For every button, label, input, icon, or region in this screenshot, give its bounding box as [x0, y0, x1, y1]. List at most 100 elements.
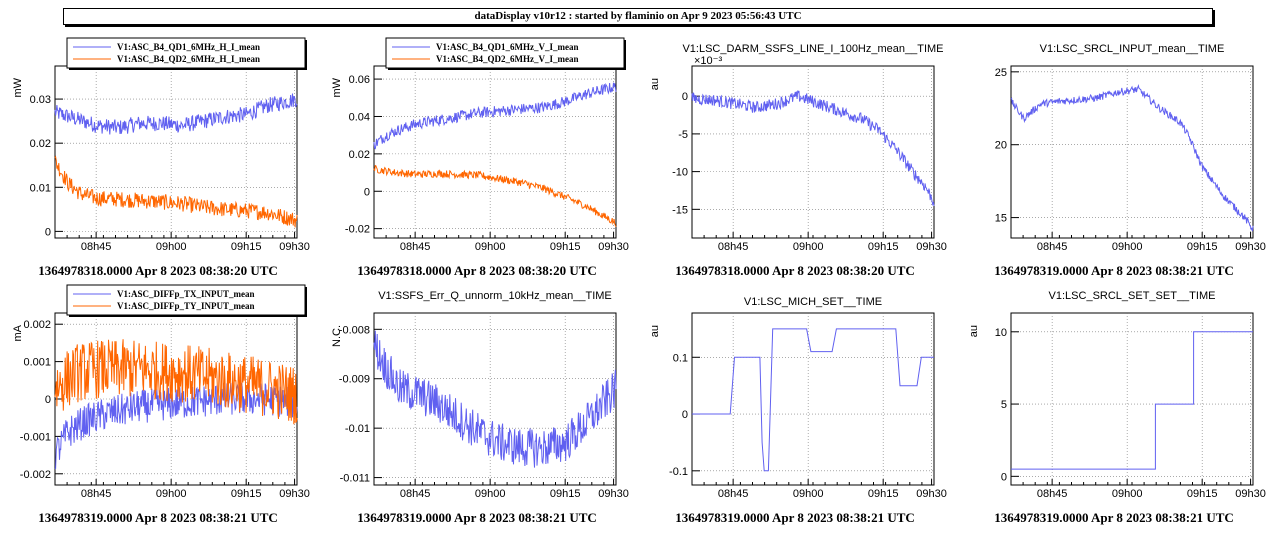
y-tick-label: 5: [1001, 399, 1007, 411]
chart-4: 08h45 09h00 09h15 09h30 15 20 25 V1:LSC_SRCL_IN…: [994, 43, 1266, 278]
y-tick-label: 10: [995, 327, 1007, 339]
y-tick-label: 0.002: [23, 319, 51, 331]
series-line-1: [1011, 331, 1253, 470]
y-exponent-label: ×10⁻³: [694, 55, 722, 67]
x-tick-label: 09h30: [598, 241, 629, 253]
x-tick-label: 09h15: [550, 241, 581, 253]
y-tick-label: 0.04: [349, 111, 370, 123]
y-tick-label: 15: [995, 213, 1007, 225]
y-tick-label: 0.06: [349, 74, 370, 86]
y-tick-label: -0.008: [339, 324, 370, 336]
series-line-1: [1010, 84, 1254, 232]
y-axis-label: mA: [12, 324, 24, 341]
timestamp-caption: 1364978319.0000 Apr 8 2023 08:38:21 UTC: [38, 510, 278, 525]
x-tick-label: 09h15: [231, 241, 262, 253]
y-tick-label: 0.01: [30, 182, 51, 194]
legend-label: V1:ASC_B4_QD1_6MHz_H_I_mean: [117, 42, 260, 52]
y-tick-label: 20: [995, 140, 1007, 152]
y-tick-label: -0.009: [339, 374, 370, 386]
series-line-1: [373, 82, 617, 150]
x-tick-label: 09h00: [1112, 488, 1143, 500]
y-tick-label: 0: [682, 91, 688, 103]
legend-label: V1:ASC_B4_QD1_6MHz_V_I_mean: [436, 42, 579, 52]
legend-label: V1:ASC_DIFFp_TX_INPUT_mean: [117, 289, 255, 299]
y-tick-label: -15: [672, 204, 688, 216]
chart-title: V1:LSC_SRCL_SET_SET__TIME: [1049, 290, 1216, 302]
chart-3: 08h45 09h00 09h15 09h30 0 -5 -10 -15 au ×10⁻³V1:L…: [649, 43, 947, 278]
x-tick-label: 09h15: [231, 488, 262, 500]
y-tick-label: -0.011: [340, 473, 370, 485]
y-axis-label: au: [649, 325, 661, 337]
y-axis-label: au: [649, 78, 661, 90]
x-tick-label: 09h00: [156, 488, 187, 500]
y-tick-label: 0: [364, 186, 370, 198]
x-tick-label: 08h45: [718, 488, 749, 500]
timestamp-caption: 1364978319.0000 Apr 8 2023 08:38:21 UTC: [357, 510, 597, 525]
chart-7: 08h45 09h00 09h15 09h30 -0.1 0 0.1 au V1:LSC_MIC…: [649, 296, 947, 525]
x-tick-label: 09h30: [916, 488, 947, 500]
x-tick-label: 09h00: [1112, 241, 1143, 253]
legend-box: [66, 284, 306, 316]
chart-6: 08h45 09h00 09h15 09h30 -0.008 -0.009 -0.01 -0.…: [331, 290, 629, 525]
legend-label: V1:ASC_DIFFp_TY_INPUT_mean: [117, 301, 255, 311]
x-tick-label: 09h00: [156, 241, 187, 253]
chart-5: 08h45 09h00 09h15 09h30 -0.002 -0.001 0 0.001 0.…: [12, 284, 310, 525]
x-tick-label: 09h00: [475, 488, 506, 500]
x-tick-label: 08h45: [718, 241, 749, 253]
y-tick-label: -0.1: [669, 466, 688, 478]
y-axis-label: au: [968, 325, 980, 337]
y-tick-label: 0: [682, 409, 688, 421]
plot-frame: [1010, 312, 1254, 486]
y-tick-label: 0: [45, 226, 51, 238]
x-tick-label: 09h15: [1187, 488, 1218, 500]
y-tick-label: 0: [45, 394, 51, 406]
chart-1: 08h45 09h00 09h15 09h30 0 0.01 0.02 0.03 mW V1:AS…: [12, 37, 310, 278]
x-tick-label: 09h30: [279, 488, 310, 500]
x-tick-label: 08h45: [1037, 488, 1068, 500]
x-tick-label: 09h15: [868, 488, 899, 500]
y-tick-label: -0.02: [345, 224, 370, 236]
y-tick-label: -0.001: [20, 431, 51, 443]
x-tick-label: 09h00: [793, 488, 824, 500]
y-tick-label: -0.002: [20, 469, 51, 481]
page-title: dataDisplay v10r12 : started by flaminio…: [63, 8, 1213, 25]
x-tick-label: 09h00: [475, 241, 506, 253]
series-line-2: [54, 339, 298, 425]
x-tick-label: 08h45: [81, 488, 112, 500]
y-tick-label: 0: [1001, 471, 1007, 483]
x-tick-label: 09h15: [868, 241, 899, 253]
y-axis-label: mW: [12, 77, 24, 97]
x-tick-label: 08h45: [81, 241, 112, 253]
timestamp-caption: 1364978318.0000 Apr 8 2023 08:38:20 UTC: [675, 263, 915, 278]
chart-title: V1:LSC_SRCL_INPUT_mean__TIME: [1040, 43, 1225, 55]
y-axis-label: mW: [331, 77, 343, 97]
chart-8: 08h45 09h00 09h15 09h30 0 5 10 au V1:LSC_SRCL_SE…: [968, 290, 1266, 525]
timestamp-caption: 1364978319.0000 Apr 8 2023 08:38:21 UTC: [675, 510, 915, 525]
legend-box: [66, 37, 306, 69]
x-tick-label: 09h15: [1187, 241, 1218, 253]
y-tick-label: -5: [678, 129, 688, 141]
plot-frame: [1010, 65, 1254, 239]
y-tick-label: -10: [672, 167, 688, 179]
series-line-1: [54, 93, 298, 135]
timestamp-caption: 1364978318.0000 Apr 8 2023 08:38:20 UTC: [357, 263, 597, 278]
legend-label: V1:ASC_B4_QD2_6MHz_V_I_mean: [436, 54, 579, 64]
y-tick-label: 25: [995, 67, 1007, 79]
plot-frame: [691, 312, 935, 486]
x-tick-label: 09h30: [1235, 488, 1266, 500]
x-tick-label: 09h00: [793, 241, 824, 253]
series-line-1: [373, 330, 617, 468]
y-tick-label: -0.01: [345, 423, 370, 435]
legend-box: [385, 37, 625, 69]
legend-label: V1:ASC_B4_QD2_6MHz_H_I_mean: [117, 54, 260, 64]
y-tick-label: 0.02: [30, 138, 51, 150]
series-line-1: [54, 382, 298, 470]
chart-title: V1:LSC_MICH_SET__TIME: [744, 296, 882, 308]
x-tick-label: 08h45: [400, 241, 431, 253]
x-tick-label: 08h45: [400, 488, 431, 500]
x-tick-label: 08h45: [1037, 241, 1068, 253]
x-tick-label: 09h30: [916, 241, 947, 253]
timestamp-caption: 1364978319.0000 Apr 8 2023 08:38:21 UTC: [994, 263, 1234, 278]
y-tick-label: 0.001: [23, 357, 51, 369]
